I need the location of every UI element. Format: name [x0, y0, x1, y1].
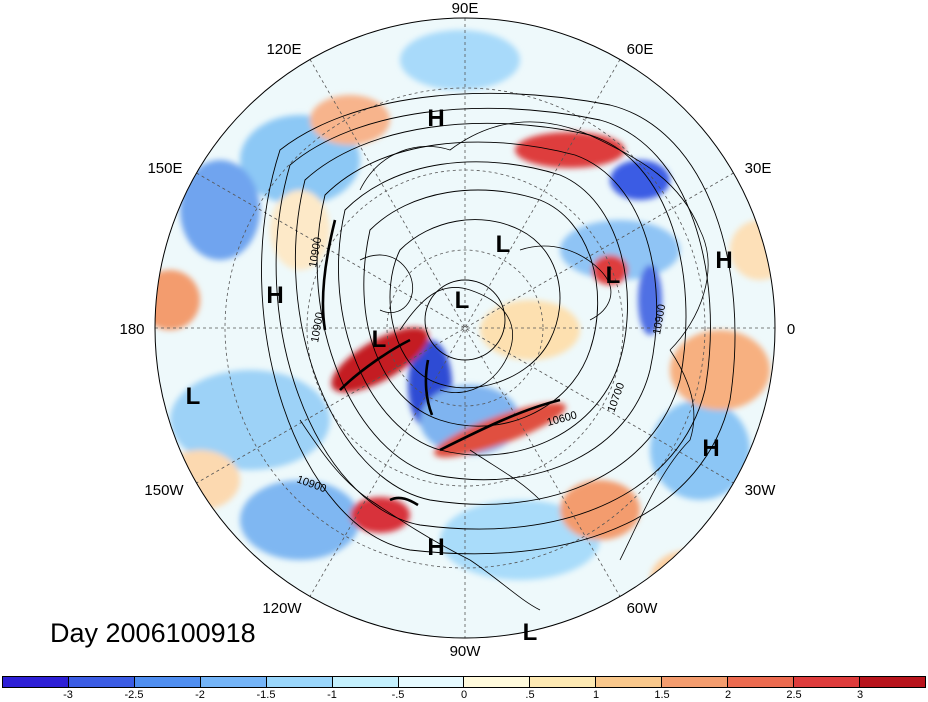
colorbar-tick-label: -1.5	[256, 689, 276, 701]
colorbar-swatch	[530, 677, 597, 687]
low-center: L	[606, 262, 621, 289]
colorbar-swatch	[596, 677, 663, 687]
low-center: L	[455, 287, 470, 314]
colorbar-swatch	[662, 677, 729, 687]
colorbar	[2, 676, 926, 688]
colorbar-tick-labels: -3 -2.5 -2 -1.5 -1 -.5 0 .5 1 1.5 2 2.5 3	[2, 689, 926, 702]
lon-label-180: 180	[119, 321, 144, 338]
low-center: L	[186, 383, 201, 410]
colorbar-swatch	[794, 677, 860, 687]
lon-label-60w: 60W	[627, 600, 659, 617]
high-center: H	[427, 105, 444, 132]
colorbar-tick-label: -2.5	[124, 689, 144, 701]
colorbar-swatch	[398, 677, 465, 687]
colorbar-swatch	[859, 677, 925, 687]
colorbar-tick-label: -2	[195, 689, 205, 701]
lon-label-150w: 150W	[144, 482, 184, 499]
colorbar-tick-label: 1	[592, 689, 600, 701]
high-center: H	[427, 534, 444, 561]
low-center: L	[372, 326, 387, 353]
low-center: L	[523, 619, 538, 646]
contour-label: 10900	[309, 311, 326, 343]
colorbar-tick-label: -.5	[391, 689, 405, 701]
lon-label-60e: 60E	[627, 41, 654, 58]
colorbar-swatch	[200, 677, 267, 687]
colorbar-swatch	[728, 677, 795, 687]
colorbar-swatch	[266, 677, 333, 687]
high-center: H	[715, 247, 732, 274]
polar-map: 90E 60E 30E 0 30W 60W 90W 120W 150W 180 …	[119, 0, 795, 660]
low-center: L	[496, 231, 511, 258]
lon-label-0: 0	[787, 321, 795, 338]
lon-label-30e: 30E	[745, 160, 772, 177]
colorbar-swatch	[332, 677, 399, 687]
colorbar-tick-label: 2.5	[786, 689, 802, 701]
lon-label-120w: 120W	[262, 600, 302, 617]
anomaly-field	[155, 18, 775, 638]
colorbar-swatch	[134, 677, 201, 687]
colorbar-tick-label: .5	[525, 689, 535, 701]
colorbar-tick-label: 0	[460, 689, 468, 701]
colorbar-swatch	[3, 677, 69, 687]
colorbar-tick-label: 2	[724, 689, 732, 701]
colorbar-tick-label: 3	[856, 689, 864, 701]
colorbar-swatch	[68, 677, 135, 687]
lon-label-90e: 90E	[452, 0, 479, 17]
map-boundary	[154, 17, 776, 639]
colorbar-tick-label: 1.5	[654, 689, 670, 701]
longitude-labels: 90E 60E 30E 0 30W 60W 90W 120W 150W 180 …	[119, 0, 795, 660]
lon-label-90w: 90W	[450, 643, 482, 660]
contour-label: 10900	[307, 236, 324, 268]
high-center: H	[702, 435, 719, 462]
graticule	[155, 18, 775, 638]
high-center: H	[266, 282, 283, 309]
lon-label-150e: 150E	[147, 160, 182, 177]
lon-label-30w: 30W	[745, 482, 777, 499]
contour-label: 10900	[651, 303, 668, 335]
jet-contours	[321, 219, 561, 507]
colorbar-tick-label: -3	[63, 689, 73, 701]
date-title: Day 2006100918	[50, 618, 256, 648]
lon-label-120e: 120E	[266, 41, 301, 58]
colorbar-swatch	[464, 677, 531, 687]
pressure-centers: H H H H H L L L L L L L	[186, 105, 733, 646]
colorbar-tick-label: -1	[327, 689, 337, 701]
